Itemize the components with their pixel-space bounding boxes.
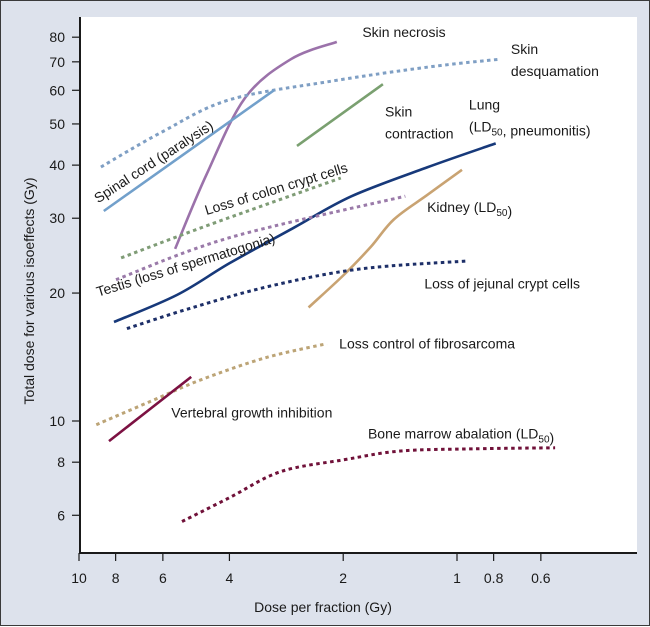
curve-label-skin-necrosis: Skin necrosis	[362, 24, 445, 40]
y-tick-label: 10	[49, 413, 65, 429]
series-line-loss-of-jejunal-crypt-cells	[126, 259, 468, 331]
y-tick-label: 50	[49, 116, 65, 132]
plot-area	[80, 17, 637, 553]
x-tick-label: 0.6	[531, 570, 551, 586]
series-line-loss-of-colon-crypt-cells	[120, 176, 342, 260]
y-tick-label: 80	[49, 29, 65, 45]
x-tick-label: 10	[71, 570, 87, 586]
x-ticks: 10 8 6 4 2 1 0.8 0.6	[71, 553, 551, 586]
y-tick-label: 30	[49, 210, 65, 226]
y-tick-label: 20	[49, 285, 65, 301]
curve-label-lung-ld50-pneumonitis-line2: (LD50, pneumonitis)	[469, 119, 591, 139]
x-tick-label: 8	[112, 570, 120, 586]
y-tick-label: 8	[57, 454, 65, 470]
series-line-skin-contraction	[296, 83, 384, 147]
x-tick-label: 2	[339, 570, 347, 586]
x-tick-label: 6	[159, 570, 167, 586]
curve-label-skin-desquamation: Skin	[511, 41, 538, 57]
curve-label-skin-contraction-line2: contraction	[385, 126, 453, 142]
series-line-vertebral-growth-inhibition	[108, 375, 193, 443]
series-line-loss-control-of-fibrosarcoma	[95, 342, 328, 427]
curve-label-skin-desquamation-line2: desquamation	[511, 63, 599, 79]
series-line-testis-loss-of-spermatogonia	[115, 194, 406, 282]
series-line-kidney-ld50	[307, 168, 463, 309]
y-tick-label: 70	[49, 54, 65, 70]
x-axis-title: Dose per fraction (Gy)	[254, 599, 392, 615]
curve-label-vertebral-growth-inhibition: Vertebral growth inhibition	[171, 404, 332, 420]
y-tick-label: 40	[49, 157, 65, 173]
curve-label-loss-control-of-fibrosarcoma: Loss control of fibrosarcoma	[339, 336, 515, 352]
y-tick-label: 6	[57, 507, 65, 523]
y-ticks: 80 70 60 50 40 30 20 10 8 6	[49, 29, 80, 523]
series-layer	[95, 40, 556, 523]
x-tick-label: 1	[453, 570, 461, 586]
curve-label-kidney-ld50: Kidney (LD50)	[427, 199, 512, 219]
x-tick-label: 0.8	[484, 570, 504, 586]
curve-label-lung-ld50-pneumonitis: Lung	[469, 97, 500, 113]
series-line-skin-necrosis	[173, 40, 338, 250]
series-line-lung-ld50-pneumonitis	[113, 142, 497, 324]
series-line-spinal-cord-paralysis	[103, 89, 275, 213]
y-axis-title: Total dose for various isoeffects (Gy)	[21, 178, 37, 405]
curve-label-skin-contraction: Skin	[385, 104, 412, 120]
curve-label-bone-marrow-abalation-ld50: Bone marrow abalation (LD50)	[368, 425, 554, 445]
x-tick-label: 4	[226, 570, 234, 586]
curve-label-loss-of-jejunal-crypt-cells: Loss of jejunal crypt cells	[424, 276, 580, 292]
y-tick-label: 60	[49, 82, 65, 98]
